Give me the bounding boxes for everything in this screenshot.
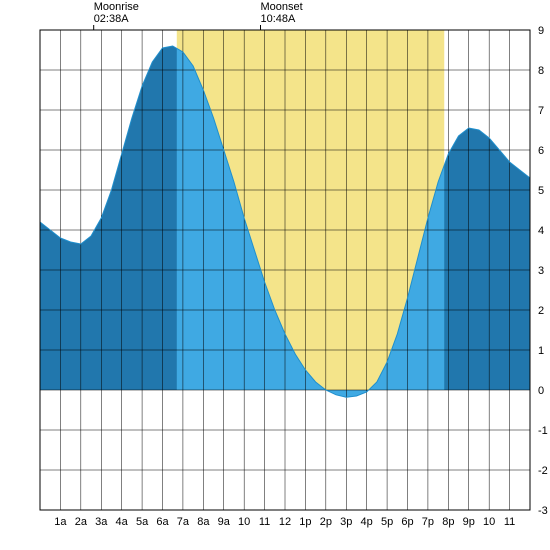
y-axis-label: 1 xyxy=(538,345,544,357)
x-axis-label: 11 xyxy=(504,516,515,528)
x-axis-label: 10 xyxy=(238,516,250,528)
y-axis-label: 0 xyxy=(538,385,544,397)
tide-chart: 1a2a3a4a5a6a7a8a9a1011121p2p3p4p5p6p7p8p… xyxy=(0,0,550,550)
x-axis-label: 3a xyxy=(95,516,108,528)
x-axis-label: 5p xyxy=(381,516,393,528)
moon-event-time: 10:48A xyxy=(261,13,297,25)
y-axis-label: 5 xyxy=(538,185,544,197)
x-axis-label: 6p xyxy=(401,516,413,528)
x-axis-label: 4p xyxy=(361,516,373,528)
x-axis-label: 8a xyxy=(197,516,210,528)
y-axis-label: 7 xyxy=(538,105,544,117)
y-axis-label: 2 xyxy=(538,305,544,317)
moon-event-title: Moonrise xyxy=(94,1,139,13)
x-axis-label: 9a xyxy=(218,516,231,528)
x-axis-label: 8p xyxy=(442,516,454,528)
y-axis-label: 8 xyxy=(538,65,544,77)
y-axis-label: -1 xyxy=(538,425,548,437)
x-axis-label: 5a xyxy=(136,516,149,528)
x-axis-label: 11 xyxy=(259,516,270,528)
y-axis-label: -3 xyxy=(538,505,548,517)
y-axis-label: 3 xyxy=(538,265,544,277)
x-axis-label: 10 xyxy=(483,516,495,528)
x-axis-label: 7a xyxy=(177,516,190,528)
y-axis-label: -2 xyxy=(538,465,548,477)
x-axis-label: 9p xyxy=(463,516,475,528)
y-axis-label: 6 xyxy=(538,145,544,157)
x-axis-label: 6a xyxy=(156,516,169,528)
x-axis-label: 1p xyxy=(299,516,311,528)
x-axis-label: 7p xyxy=(422,516,434,528)
moon-event-title: Moonset xyxy=(261,1,303,13)
moon-event-time: 02:38A xyxy=(94,13,130,25)
x-axis-label: 3p xyxy=(340,516,352,528)
y-axis-label: 4 xyxy=(538,225,544,237)
x-axis-label: 4a xyxy=(116,516,129,528)
x-axis-label: 2a xyxy=(75,516,88,528)
x-axis-label: 12 xyxy=(279,516,291,528)
x-axis-label: 2p xyxy=(320,516,332,528)
x-axis-label: 1a xyxy=(54,516,67,528)
y-axis-label: 9 xyxy=(538,25,544,37)
